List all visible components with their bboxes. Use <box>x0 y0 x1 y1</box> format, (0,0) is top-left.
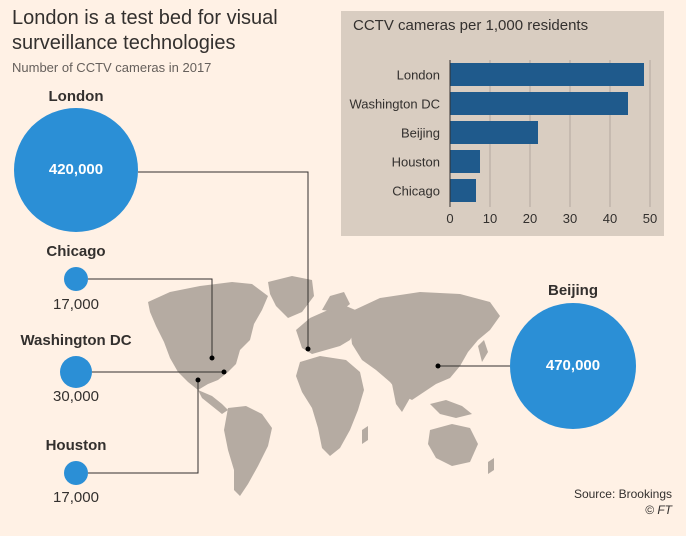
city-name-houston: Houston <box>45 437 107 454</box>
x-tick-label: 20 <box>523 211 537 226</box>
credit-text: © FT <box>645 503 672 517</box>
inset-bar-chart: CCTV cameras per 1,000 residents 0 10 20 30… <box>341 11 664 236</box>
beijing-bubble <box>510 303 636 429</box>
bubble-value-beijing: 470,000 <box>545 357 601 374</box>
category-label: Washington DC <box>349 97 440 112</box>
city-value-houston: 17,000 <box>53 489 99 506</box>
inset-chart-title: CCTV cameras per 1,000 residents <box>353 17 589 34</box>
houston-bubble <box>64 461 88 485</box>
city-name-chicago: Chicago <box>46 243 106 260</box>
bar <box>450 179 476 202</box>
x-tick-label: 30 <box>563 211 577 226</box>
continents <box>148 276 500 496</box>
chicago-bubble <box>64 267 88 291</box>
bar <box>450 63 644 86</box>
x-tick-label: 10 <box>483 211 497 226</box>
bar <box>450 150 480 173</box>
source-text: Source: Brookings <box>573 487 672 501</box>
washington-bubble <box>60 356 92 388</box>
chart-title: London is a test bed for visual surveill… <box>12 7 278 54</box>
london-leader <box>138 171 309 349</box>
houston-leader <box>88 380 199 474</box>
category-label: Chicago <box>392 184 440 199</box>
city-name-london: London <box>48 88 104 105</box>
bar <box>450 92 628 115</box>
category-label: London <box>397 68 440 83</box>
chart-subtitle: Number of CCTV cameras in 2017 <box>12 60 212 75</box>
category-label: Houston <box>392 155 440 170</box>
chicago-leader <box>88 278 213 358</box>
houston-marker <box>195 377 201 383</box>
leader-lines <box>88 171 510 474</box>
x-tick-label: 50 <box>643 211 657 226</box>
chicago-marker <box>209 355 215 361</box>
source-note: Source: Brookings © FT <box>574 486 672 518</box>
city-name-washington: Washington DC <box>20 332 132 349</box>
city-name-beijing: Beijing <box>547 282 598 299</box>
bar <box>450 121 538 144</box>
category-label: Beijing <box>401 126 440 141</box>
washington-marker <box>221 369 227 375</box>
city-value-chicago: 17,000 <box>53 296 99 313</box>
city-value-washington: 30,000 <box>53 388 99 405</box>
x-tick-label: 40 <box>603 211 617 226</box>
beijing-marker <box>435 363 441 369</box>
city-markers <box>195 346 441 383</box>
london-bubble <box>14 108 138 232</box>
london-marker <box>305 346 311 352</box>
bubble-value-london: 420,000 <box>48 161 104 178</box>
bar-chart-svg: 0 10 20 30 40 50 London Washington DC Beijing Hou… <box>349 60 657 226</box>
x-tick-label: 0 <box>446 211 453 226</box>
